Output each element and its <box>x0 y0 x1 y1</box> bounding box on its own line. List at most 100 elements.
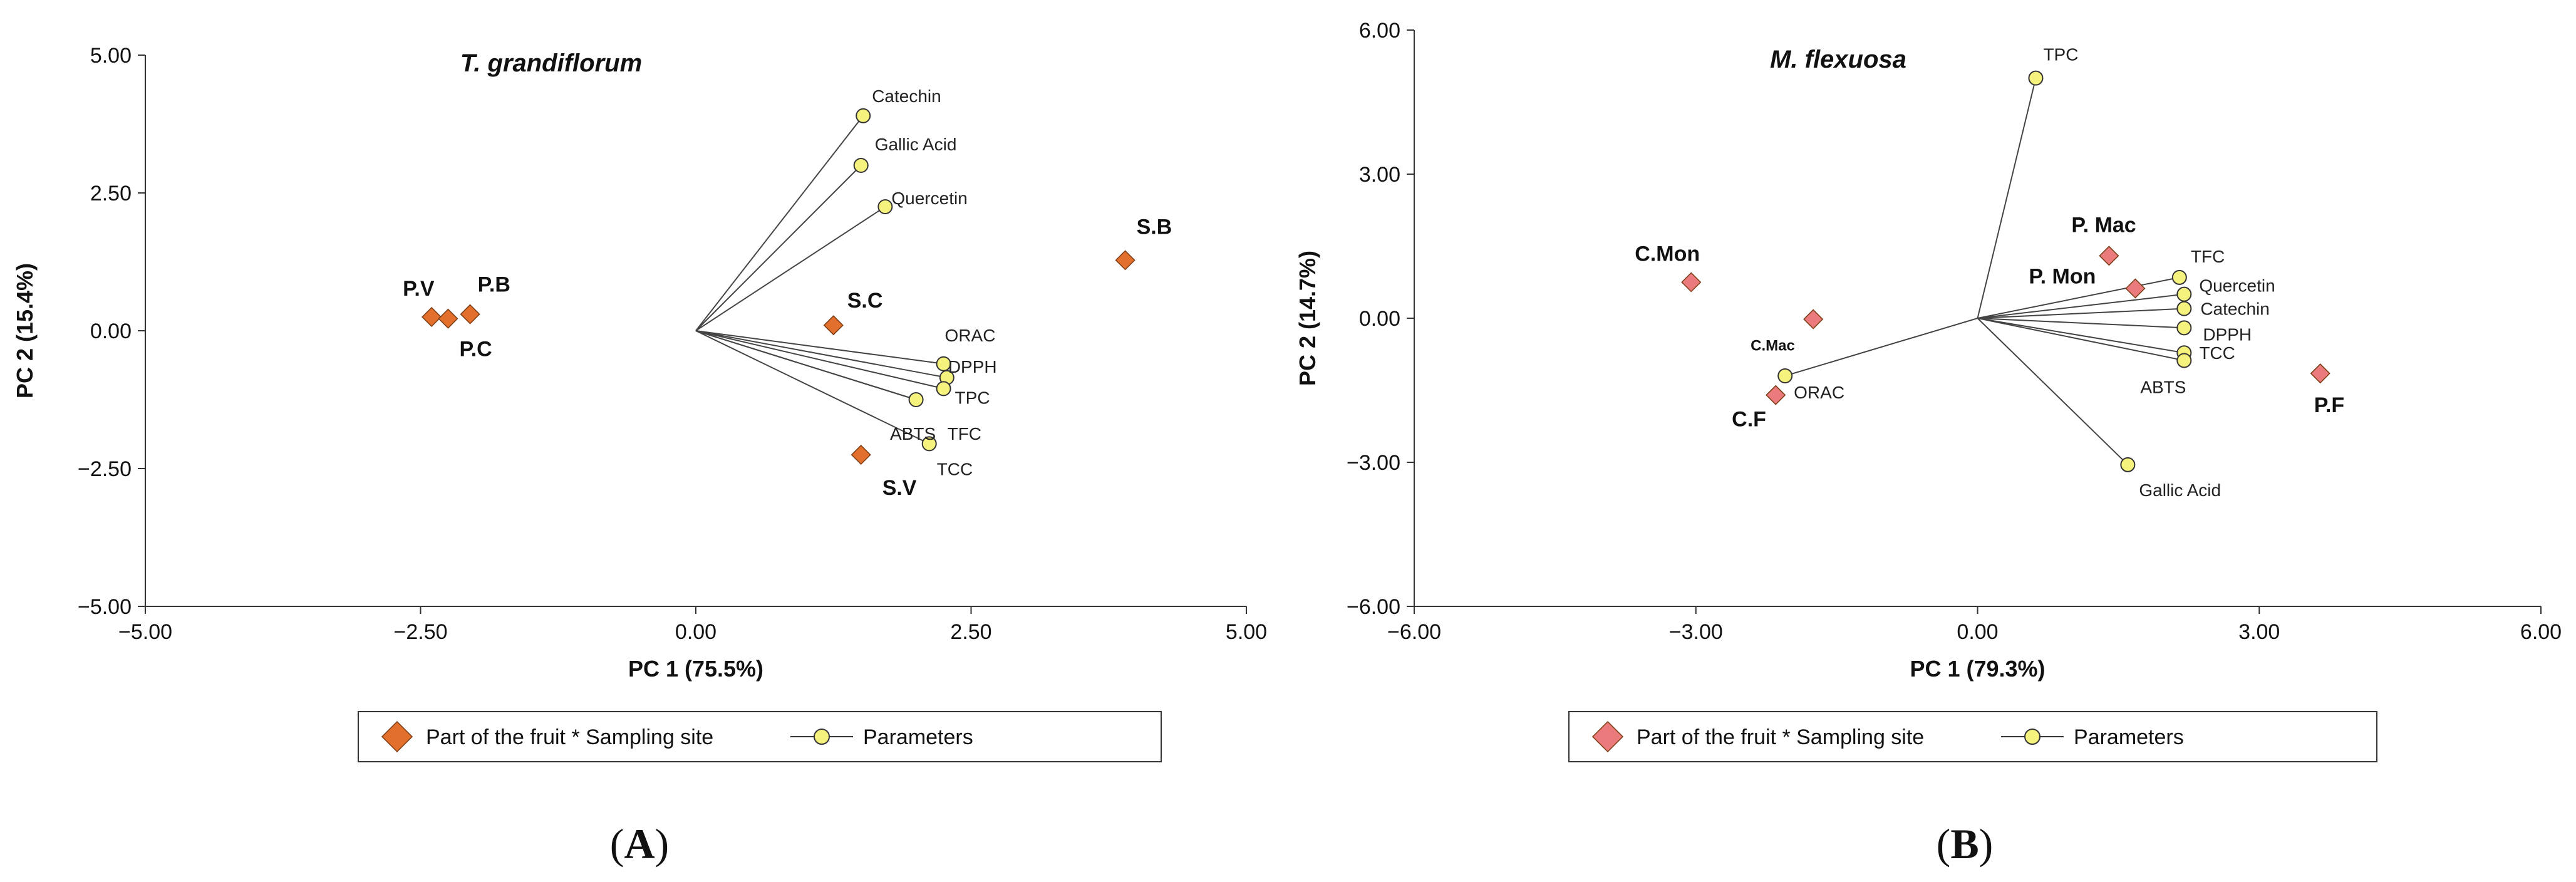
vector-abts <box>695 330 916 400</box>
variable-marker-quercetin <box>2176 286 2192 302</box>
variable-label-abts: ABTS <box>890 424 936 444</box>
x-tick-label: 3.00 <box>2238 620 2280 644</box>
y-tick-label: −6.00 <box>1347 595 1400 619</box>
observation-label-s-v: S.V <box>882 476 917 500</box>
x-tick-label: 0.00 <box>675 620 716 644</box>
variable-label-tpc: TPC <box>955 388 990 407</box>
x-tick-label: 0.00 <box>1957 620 1998 644</box>
x-tick-label: −3.00 <box>1669 620 1723 644</box>
legend-observation-icon <box>1591 720 1624 753</box>
y-tick-label: −3.00 <box>1347 451 1400 475</box>
observation-label-c-f: C.F <box>1732 408 1766 432</box>
observation-label-p-mon: P. Mon <box>2029 264 2096 288</box>
legend-variable-label: Parameters <box>2074 725 2184 749</box>
variable-marker-dpph <box>2176 320 2192 336</box>
panel-a: −5.00 −2.50 0.00 2.50 5.00 −5.00 −2.50 0.00 2.50… <box>12 44 1267 868</box>
panel-label-letter: B <box>1950 820 1979 868</box>
variable-label-orac: ORAC <box>1794 383 1844 402</box>
variable-marker-orac <box>1777 368 1793 383</box>
y-tick-label: 3.00 <box>1359 163 1400 187</box>
observation-label-p-b: P.B <box>478 273 510 297</box>
y-tick-label: 6.00 <box>1359 19 1400 43</box>
vector-tfc <box>1977 276 2180 319</box>
variable-label-tfc: TFC <box>2191 247 2225 266</box>
observation-label-p-f: P.F <box>2314 393 2345 417</box>
y-tick-label: −5.00 <box>78 595 132 619</box>
vector-orac <box>1784 318 1978 376</box>
variable-label-abts: ABTS <box>2140 377 2186 397</box>
observation-label-p-mac: P. Mac <box>2071 213 2136 237</box>
variable-marker-tcc <box>921 436 937 452</box>
variable-marker-tfc <box>908 392 924 407</box>
x-tick-label: −5.00 <box>118 620 172 644</box>
observation-marker-c-mon <box>1681 272 1702 293</box>
vector-abts <box>1977 318 2185 361</box>
vector-catechin <box>1977 308 2185 319</box>
variable-label-quercetin: Quercetin <box>891 189 967 208</box>
vector-catechin <box>695 115 864 331</box>
observation-marker-s-c <box>823 315 844 336</box>
variable-marker-tpc <box>2028 70 2044 86</box>
variable-marker-tfc <box>2171 269 2187 285</box>
observation-marker-c-mac <box>1803 309 1824 329</box>
legend-variable-icon <box>814 729 830 745</box>
panel-label: (B) <box>1937 820 1994 868</box>
legend: Part of the fruit * Sampling site Paramet… <box>358 711 1162 762</box>
vector-tcc <box>1977 318 2185 354</box>
variable-marker-orac <box>936 356 951 371</box>
vector-gallic-acid <box>1977 318 2129 465</box>
observation-marker-s-b <box>1115 250 1135 271</box>
legend-variable-icon <box>2024 729 2041 745</box>
panel-label-letter: A <box>624 820 654 868</box>
variable-label-quercetin: Quercetin <box>2199 276 2275 296</box>
variable-marker-catechin <box>2176 301 2192 316</box>
x-tick-label: 5.00 <box>1226 620 1267 644</box>
variable-label-gallic-acid: Gallic Acid <box>875 135 957 154</box>
panel-label: (A) <box>610 820 669 868</box>
vector-dpph <box>1977 318 2185 329</box>
variable-marker-gallic-acid <box>2120 457 2136 472</box>
variable-label-orac: ORAC <box>945 326 996 345</box>
variable-label-tpc: TPC <box>2043 45 2078 65</box>
variable-label-catechin: Catechin <box>872 86 941 106</box>
x-tick-label: −2.50 <box>393 620 447 644</box>
vector-dpph <box>695 330 948 378</box>
variable-marker-abts <box>2176 353 2192 368</box>
legend-variable-label: Parameters <box>863 725 973 749</box>
y-axis-title: PC 2 (14.7%) <box>1295 251 1320 386</box>
observation-label-p-c: P.C <box>459 338 492 361</box>
observation-marker-p-f <box>2310 363 2330 384</box>
observation-label-c-mac: C.Mac <box>1751 338 1795 355</box>
variable-label-catechin: Catechin <box>2200 299 2270 319</box>
y-tick-label: −2.50 <box>78 457 132 481</box>
loading-vectors: Catechin Gallic Acid Quercetin ORAC DPPH TPC T… <box>695 86 997 479</box>
legend-box <box>1568 711 2377 762</box>
variable-marker-catechin <box>856 108 871 123</box>
observation-label-s-c: S.C <box>847 289 883 313</box>
observation-label-s-b: S.B <box>1137 215 1172 239</box>
panel-b: −6.00 −3.00 0.00 3.00 6.00 −6.00 −3.00 0.00 3.00… <box>1295 19 2562 868</box>
observations: C.Mon C.Mac C.F P. Mac P. Mon P.F <box>1635 213 2344 431</box>
y-tick-label: 0.00 <box>90 319 132 343</box>
legend-box <box>358 711 1162 762</box>
legend-observation-icon <box>381 720 413 753</box>
observation-marker-p-mon <box>2125 278 2146 299</box>
x-axis-title: PC 1 (75.5%) <box>628 656 763 682</box>
variable-marker-quercetin <box>877 199 893 214</box>
vector-orac <box>695 330 944 365</box>
observation-marker-p-v <box>422 306 442 328</box>
observation-marker-p-mac <box>2099 246 2119 266</box>
observation-marker-c-f <box>1766 385 1786 405</box>
variable-marker-gallic-acid <box>853 158 869 173</box>
variable-label-tcc: TCC <box>937 459 973 479</box>
variable-label-dpph: DPPH <box>2203 324 2252 344</box>
vector-quercetin <box>695 206 886 331</box>
vector-tpc <box>695 330 944 390</box>
observation-marker-s-v <box>851 444 871 465</box>
x-axis-title: PC 1 (79.3%) <box>1910 656 2045 682</box>
variable-label-tcc: TCC <box>2199 343 2235 363</box>
observations: P.V P.C P.B S.C S.V S.B <box>403 215 1172 500</box>
legend: Part of the fruit * Sampling site Paramet… <box>1568 711 2377 762</box>
